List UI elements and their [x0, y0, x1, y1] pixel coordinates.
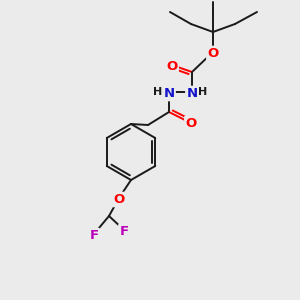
Text: H: H: [198, 87, 208, 97]
Text: H: H: [153, 87, 163, 97]
Text: O: O: [185, 117, 197, 130]
Text: N: N: [164, 87, 175, 100]
Text: O: O: [207, 47, 219, 60]
Text: F: F: [89, 229, 99, 242]
Text: F: F: [119, 225, 129, 238]
Text: O: O: [167, 60, 178, 73]
Text: N: N: [186, 87, 198, 100]
Text: O: O: [113, 193, 124, 206]
